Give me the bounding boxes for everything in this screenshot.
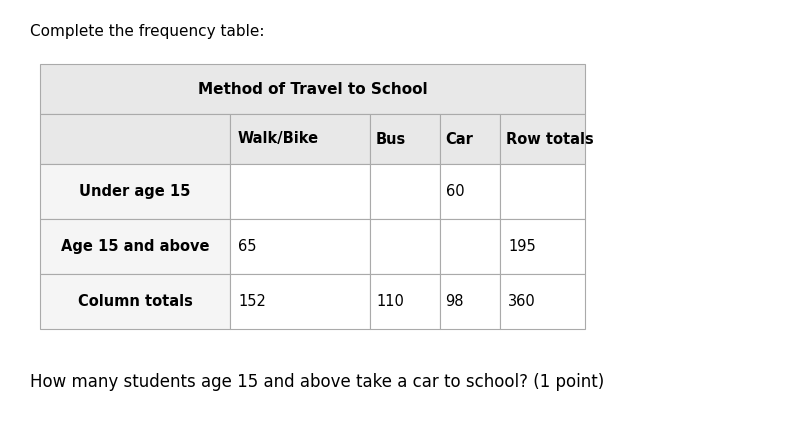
Bar — [370, 164, 440, 219]
Bar — [440, 274, 500, 329]
Bar — [440, 164, 500, 219]
Bar — [500, 219, 585, 274]
Bar — [230, 274, 370, 329]
Bar — [40, 219, 230, 274]
Text: 360: 360 — [508, 294, 536, 309]
Bar — [40, 164, 230, 219]
Bar — [440, 114, 500, 164]
Bar — [370, 114, 440, 164]
Text: Row totals: Row totals — [506, 131, 594, 147]
Text: How many students age 15 and above take a car to school? (1 point): How many students age 15 and above take … — [30, 373, 604, 391]
Bar — [370, 274, 440, 329]
Text: Complete the frequency table:: Complete the frequency table: — [30, 24, 265, 39]
Text: 98: 98 — [445, 294, 463, 309]
Bar — [40, 114, 230, 164]
Bar — [500, 274, 585, 329]
Bar — [500, 114, 585, 164]
Text: 110: 110 — [376, 294, 404, 309]
Bar — [440, 219, 500, 274]
Text: Under age 15: Under age 15 — [79, 184, 190, 199]
Bar — [230, 219, 370, 274]
Text: Car: Car — [445, 131, 473, 147]
Bar — [500, 164, 585, 219]
Text: Method of Travel to School: Method of Travel to School — [198, 81, 427, 97]
Text: 195: 195 — [508, 239, 536, 254]
Text: Bus: Bus — [376, 131, 406, 147]
Text: Column totals: Column totals — [78, 294, 193, 309]
Text: 152: 152 — [238, 294, 266, 309]
Text: Walk/Bike: Walk/Bike — [238, 131, 319, 147]
Bar — [40, 274, 230, 329]
Bar — [40, 64, 585, 114]
Text: 65: 65 — [238, 239, 257, 254]
Text: Age 15 and above: Age 15 and above — [61, 239, 210, 254]
Bar — [370, 219, 440, 274]
Bar — [230, 164, 370, 219]
Bar — [230, 114, 370, 164]
Text: 60: 60 — [446, 184, 465, 199]
